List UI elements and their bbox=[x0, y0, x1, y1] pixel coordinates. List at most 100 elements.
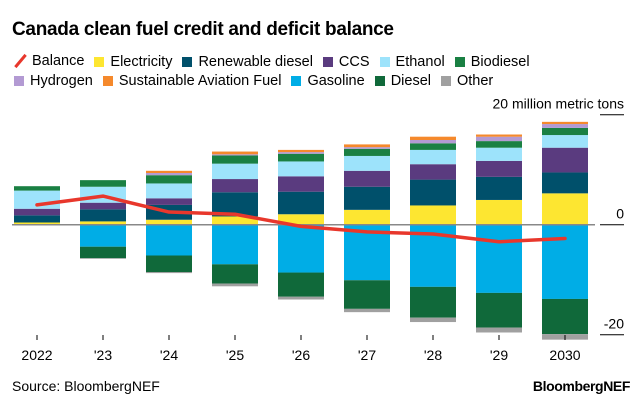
bar-renewable-diesel bbox=[344, 186, 390, 210]
legend-label: Other bbox=[456, 73, 494, 89]
legend-label: Electricity bbox=[110, 54, 173, 70]
bar-renewable-diesel bbox=[278, 191, 324, 215]
bar-ethanol bbox=[476, 147, 522, 161]
x-tick-label: '28 bbox=[424, 347, 442, 363]
bar-biodiesel bbox=[344, 148, 390, 156]
legend-label: CCS bbox=[338, 54, 370, 70]
legend-label: Renewable diesel bbox=[198, 54, 313, 70]
bar-ccs bbox=[542, 147, 588, 173]
bar-gasoline bbox=[146, 224, 192, 256]
bar-sustainable-aviation-fuel bbox=[476, 134, 522, 137]
legend-item-ethanol: Ethanol bbox=[379, 53, 445, 71]
bar-diesel bbox=[542, 298, 588, 335]
bar-diesel bbox=[278, 272, 324, 297]
bar-diesel bbox=[344, 280, 390, 309]
legend-swatch bbox=[182, 57, 193, 67]
bar-hydrogen bbox=[146, 173, 192, 176]
legend-label: Gasoline bbox=[307, 73, 365, 89]
bar-ethanol bbox=[542, 135, 588, 148]
legend-item-biodiesel: Biodiesel bbox=[454, 53, 530, 71]
bar-gasoline bbox=[476, 224, 522, 293]
bar-biodiesel bbox=[410, 143, 456, 150]
legend-label: Balance bbox=[32, 53, 85, 69]
bar-biodiesel bbox=[542, 127, 588, 136]
legend: Balance Electricity Renewable diesel CCS Eth… bbox=[14, 52, 634, 91]
bar-electricity bbox=[476, 199, 522, 225]
y-tick-label: 20 million metric tons bbox=[493, 96, 625, 112]
bar-ccs bbox=[14, 208, 60, 216]
y-tick-label: -20 bbox=[604, 316, 624, 332]
bar-ethanol bbox=[344, 155, 390, 171]
legend-item-gasoline: Gasoline bbox=[291, 72, 365, 90]
bar-renewable-diesel bbox=[410, 179, 456, 206]
bar-gasoline bbox=[278, 224, 324, 273]
y-tick-label: 0 bbox=[616, 206, 624, 222]
bar-biodiesel bbox=[80, 180, 126, 187]
legend-item-electricity: Electricity bbox=[94, 53, 172, 71]
bar-ccs bbox=[278, 176, 324, 192]
bar-other bbox=[212, 283, 258, 287]
bar-electricity bbox=[278, 214, 324, 225]
legend-swatch bbox=[454, 57, 465, 67]
bar-ethanol bbox=[212, 163, 258, 180]
bar-diesel bbox=[146, 255, 192, 272]
bar-hydrogen bbox=[212, 154, 258, 156]
bar-renewable-diesel bbox=[80, 209, 126, 222]
legend-label: Sustainable Aviation Fuel bbox=[118, 73, 282, 89]
bar-diesel bbox=[80, 246, 126, 259]
x-tick-label: '26 bbox=[292, 347, 310, 363]
legend-label: Diesel bbox=[390, 73, 431, 89]
bar-electricity bbox=[146, 219, 192, 225]
legend-swatch bbox=[374, 76, 385, 86]
x-tick-label: '25 bbox=[226, 347, 244, 363]
bar-diesel bbox=[212, 264, 258, 284]
bar-electricity bbox=[410, 205, 456, 225]
bar-hydrogen bbox=[476, 136, 522, 142]
brand-logo: BloombergNEF bbox=[532, 378, 630, 394]
bar-renewable-diesel bbox=[14, 215, 60, 223]
bar-electricity bbox=[14, 222, 60, 225]
legend-item-sustainable-aviation-fuel: Sustainable Aviation Fuel bbox=[102, 72, 282, 90]
bar-other bbox=[344, 308, 390, 313]
bar-electricity bbox=[344, 209, 390, 225]
bar-sustainable-aviation-fuel bbox=[212, 151, 258, 155]
bar-biodiesel bbox=[278, 153, 324, 162]
legend-item-other: Other bbox=[440, 72, 494, 90]
bar-hydrogen bbox=[344, 147, 390, 149]
bar-renewable-diesel bbox=[542, 172, 588, 194]
x-tick-label: '27 bbox=[358, 347, 376, 363]
bar-ethanol bbox=[410, 149, 456, 165]
x-tick-label: '29 bbox=[490, 347, 508, 363]
bar-renewable-diesel bbox=[476, 176, 522, 200]
legend-item-renewable-diesel: Renewable diesel bbox=[182, 53, 313, 71]
bar-sustainable-aviation-fuel bbox=[344, 144, 390, 148]
bar-sustainable-aviation-fuel bbox=[146, 170, 192, 173]
bar-ethanol bbox=[278, 161, 324, 177]
bar-gasoline bbox=[212, 224, 258, 265]
legend-item-diesel: Diesel bbox=[374, 72, 431, 90]
legend-item-ccs: CCS bbox=[322, 53, 370, 71]
bar-biodiesel bbox=[476, 141, 522, 148]
bar-electricity bbox=[80, 221, 126, 225]
bar-electricity bbox=[212, 216, 258, 225]
legend-swatch bbox=[322, 57, 333, 67]
bar-ccs bbox=[146, 198, 192, 205]
bar-electricity bbox=[542, 193, 588, 225]
legend-item-balance: Balance bbox=[14, 52, 84, 70]
legend-label: Biodiesel bbox=[470, 54, 530, 70]
legend-swatch bbox=[440, 76, 451, 86]
bar-ccs bbox=[476, 160, 522, 177]
bar-ccs bbox=[410, 164, 456, 180]
bar-sustainable-aviation-fuel bbox=[542, 121, 588, 125]
legend-swatch bbox=[14, 76, 24, 86]
bar-hydrogen bbox=[278, 152, 324, 154]
bar-other bbox=[80, 258, 126, 259]
bar-other bbox=[146, 272, 192, 274]
bar-hydrogen bbox=[410, 140, 456, 144]
source-note: Source: BloombergNEF bbox=[12, 378, 160, 394]
legend-swatch bbox=[102, 76, 113, 86]
bar-gasoline bbox=[542, 224, 588, 299]
bar-diesel bbox=[476, 292, 522, 328]
bar-ccs bbox=[80, 202, 126, 210]
